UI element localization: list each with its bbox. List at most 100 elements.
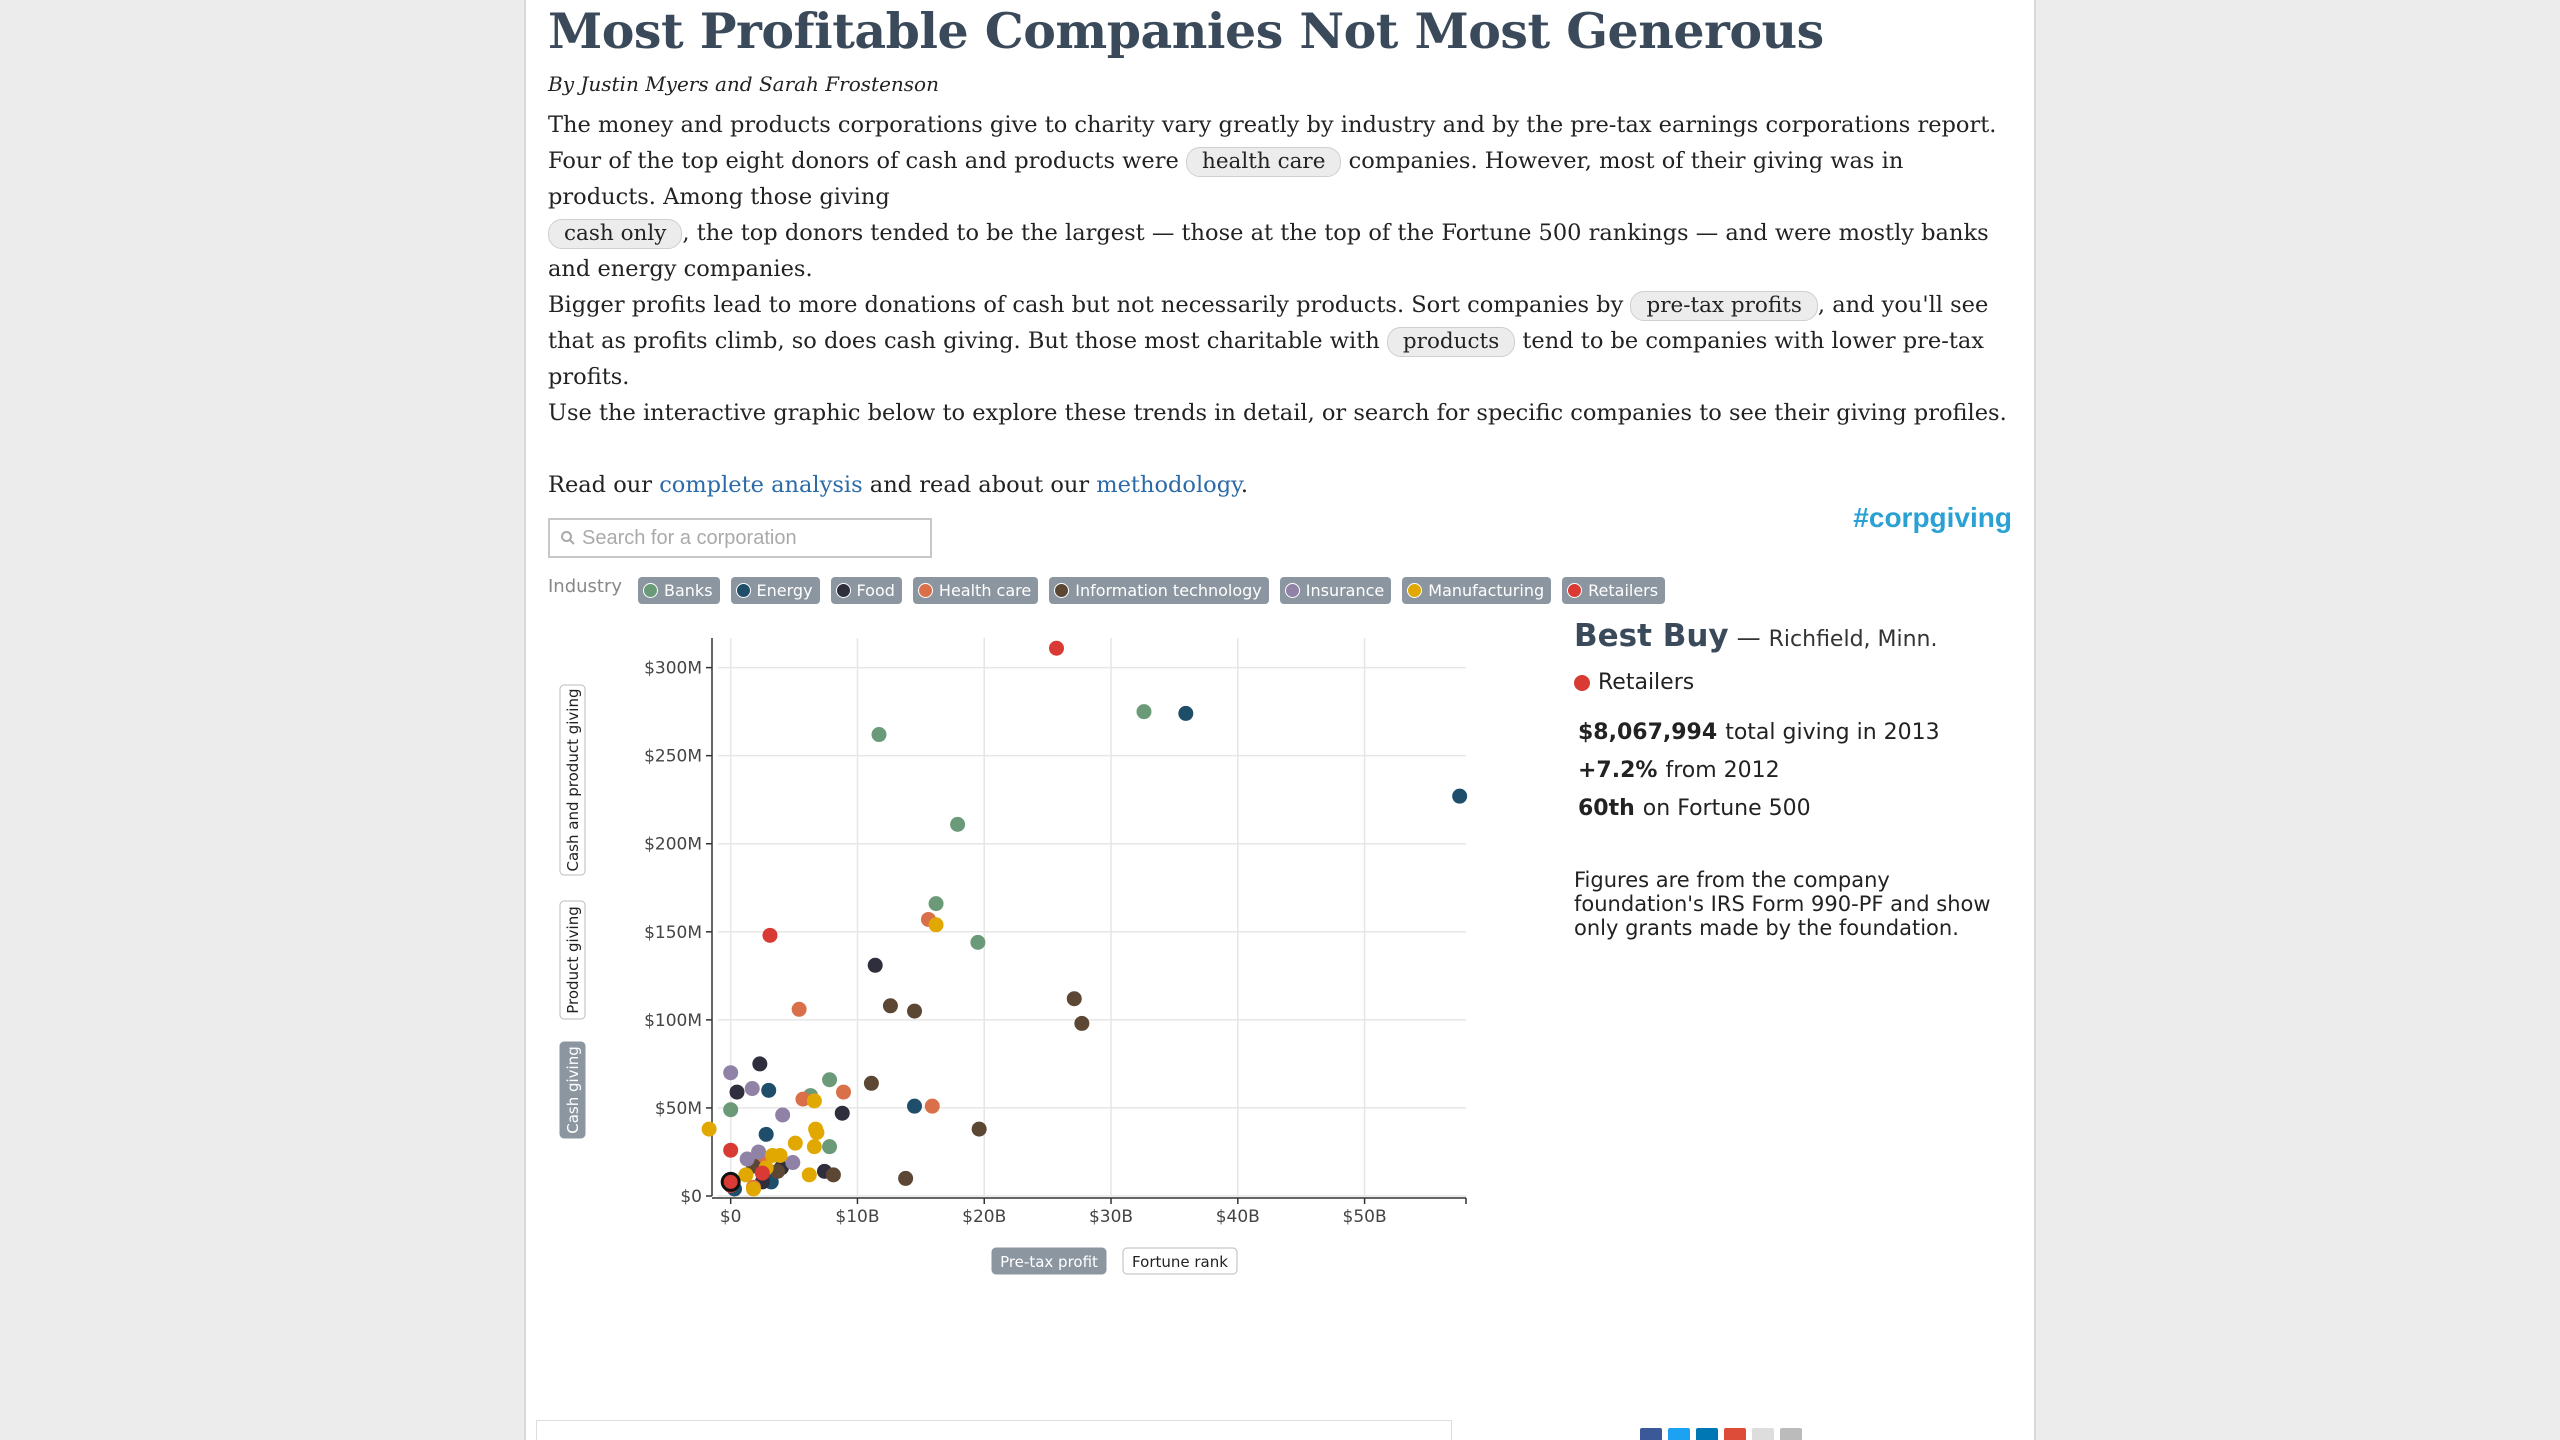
print-icon[interactable] [1780, 1428, 1802, 1440]
data-point-banks[interactable] [822, 1072, 838, 1088]
p1-text-c: , the top donors tended to be the larges… [548, 220, 1989, 282]
data-point-retailers[interactable] [723, 1142, 739, 1158]
data-point-information-technology[interactable] [882, 998, 898, 1014]
data-point-insurance[interactable] [775, 1107, 791, 1123]
p2-text-a: Bigger profits lead to more donations of… [548, 292, 1624, 318]
industry-filter-manufacturing[interactable]: Manufacturing [1402, 577, 1552, 604]
intro-paragraph-3: Use the interactive graphic below to exp… [548, 400, 2007, 426]
data-point-manufacturing[interactable] [806, 1093, 822, 1109]
data-point-manufacturing[interactable] [806, 1139, 822, 1155]
data-point-information-technology[interactable] [1066, 991, 1082, 1007]
data-point-manufacturing[interactable] [745, 1181, 761, 1197]
total-giving-value: $8,067,994 [1578, 720, 1718, 745]
data-point-information-technology[interactable] [1074, 1015, 1090, 1031]
data-point-energy[interactable] [1178, 705, 1194, 721]
data-point-manufacturing[interactable] [738, 1167, 754, 1183]
industry-filter-retailers[interactable]: Retailers [1562, 577, 1666, 604]
data-point-energy[interactable] [758, 1126, 774, 1142]
data-point-information-technology[interactable] [770, 1163, 786, 1179]
data-point-information-technology[interactable] [907, 1003, 923, 1019]
data-point-banks[interactable] [822, 1139, 838, 1155]
facebook-icon[interactable] [1640, 1428, 1662, 1440]
data-point-food[interactable] [867, 957, 883, 973]
data-point-information-technology[interactable] [898, 1170, 914, 1186]
p4-text-c: . [1240, 472, 1248, 498]
y-metric-toggle-0[interactable]: Cash and product giving [559, 684, 586, 876]
data-point-insurance[interactable] [723, 1065, 739, 1081]
data-point-manufacturing[interactable] [787, 1135, 803, 1151]
x-metric-toggle-1[interactable]: Fortune rank [1122, 1247, 1238, 1275]
x-metric-toggle-0[interactable]: Pre-tax profit [991, 1247, 1107, 1275]
data-point-manufacturing[interactable] [809, 1125, 825, 1141]
google-plus-icon[interactable] [1724, 1428, 1746, 1440]
industry-filter-health-care[interactable]: Health care [912, 577, 1039, 604]
data-point-banks[interactable] [1136, 704, 1152, 720]
comment-box[interactable] [536, 1420, 1452, 1440]
data-point-manufacturing[interactable] [765, 1147, 781, 1163]
data-point-health-care[interactable] [836, 1084, 852, 1100]
x-tick-label: $40B [1216, 1207, 1260, 1227]
data-point-information-technology[interactable] [971, 1121, 987, 1137]
y-metric-toggle-bg [559, 684, 586, 876]
data-point-banks[interactable] [928, 896, 944, 912]
data-point-retailers[interactable] [754, 1165, 770, 1181]
data-point-energy[interactable] [907, 1098, 923, 1114]
industry-filter-energy[interactable]: Energy [730, 577, 820, 604]
industry-color-dot-icon [1567, 583, 1583, 598]
hashtag-link[interactable]: #corpgiving [1853, 502, 2012, 533]
data-point-insurance[interactable] [744, 1081, 760, 1097]
x-metric-toggle-label: Fortune rank [1132, 1253, 1228, 1271]
data-point-health-care[interactable] [791, 1001, 807, 1017]
data-point-insurance[interactable] [785, 1155, 801, 1171]
retailers-dot-icon [1574, 674, 1590, 691]
data-point-information-technology[interactable] [825, 1167, 841, 1183]
intro-paragraph-1: The money and products corporations give… [548, 107, 2018, 287]
article-page: Most Profitable Companies Not Most Gener… [524, 0, 2036, 1440]
linkedin-icon[interactable] [1696, 1428, 1718, 1440]
y-metric-toggle-2[interactable]: Cash giving [559, 1041, 586, 1139]
industry-filter-food[interactable]: Food [830, 577, 902, 604]
data-point-banks[interactable] [950, 816, 966, 832]
data-point-banks[interactable] [970, 934, 986, 950]
x-tick-label: $0 [720, 1207, 742, 1227]
total-giving-stat: $8,067,994 total giving in 2013 [1578, 720, 1940, 745]
data-point-energy[interactable] [1452, 788, 1468, 804]
industry-filter-insurance[interactable]: Insurance [1279, 577, 1392, 604]
industry-filter-banks[interactable]: Banks [638, 577, 720, 604]
methodology-link[interactable]: methodology [1096, 472, 1241, 498]
data-point-manufacturing[interactable] [701, 1121, 717, 1137]
y-metric-toggle-bg [559, 1041, 586, 1139]
y-metric-toggle-label: Cash and product giving [564, 689, 582, 872]
p4-text-a: Read our [548, 472, 653, 498]
data-point-food[interactable] [752, 1056, 768, 1072]
twitter-icon[interactable] [1668, 1428, 1690, 1440]
email-icon[interactable] [1752, 1428, 1774, 1440]
company-city: Richfield, Minn. [1768, 627, 1938, 652]
pretax-profits-pill-button[interactable]: pre-tax profits [1630, 291, 1818, 321]
industry-filter-bar: Banks Energy Food Health care Information te… [638, 577, 1666, 604]
products-pill-button[interactable]: products [1386, 327, 1516, 357]
intro-paragraph-2: Bigger profits lead to more donations of… [548, 287, 2018, 395]
byline: By Justin Myers and Sarah Frostenson [548, 72, 939, 96]
cash-only-pill-button[interactable]: cash only [548, 219, 683, 249]
p4-text-b: and read about our [869, 472, 1090, 498]
data-point-insurance[interactable] [751, 1144, 767, 1160]
data-point-food[interactable] [834, 1105, 850, 1121]
industry-filter-information-technology[interactable]: Information technology [1049, 577, 1269, 604]
data-point-information-technology[interactable] [863, 1075, 879, 1091]
data-point-food[interactable] [729, 1084, 745, 1100]
data-point-retailers[interactable] [762, 927, 778, 943]
data-point-insurance[interactable] [739, 1151, 755, 1167]
data-point-energy[interactable] [761, 1082, 777, 1098]
data-point-health-care[interactable] [924, 1098, 940, 1114]
health-care-pill-button[interactable]: health care [1185, 147, 1342, 177]
search-input[interactable]: Search for a corporation [548, 518, 932, 558]
data-point-health-care[interactable] [795, 1091, 811, 1107]
data-point-manufacturing[interactable] [928, 917, 944, 933]
data-point-banks[interactable] [871, 727, 887, 743]
complete-analysis-link[interactable]: complete analysis [659, 472, 863, 498]
data-point-manufacturing[interactable] [801, 1167, 817, 1183]
y-metric-toggle-1[interactable]: Product giving [559, 900, 586, 1020]
data-point-retailers[interactable] [1049, 640, 1065, 656]
data-point-banks[interactable] [723, 1102, 739, 1118]
